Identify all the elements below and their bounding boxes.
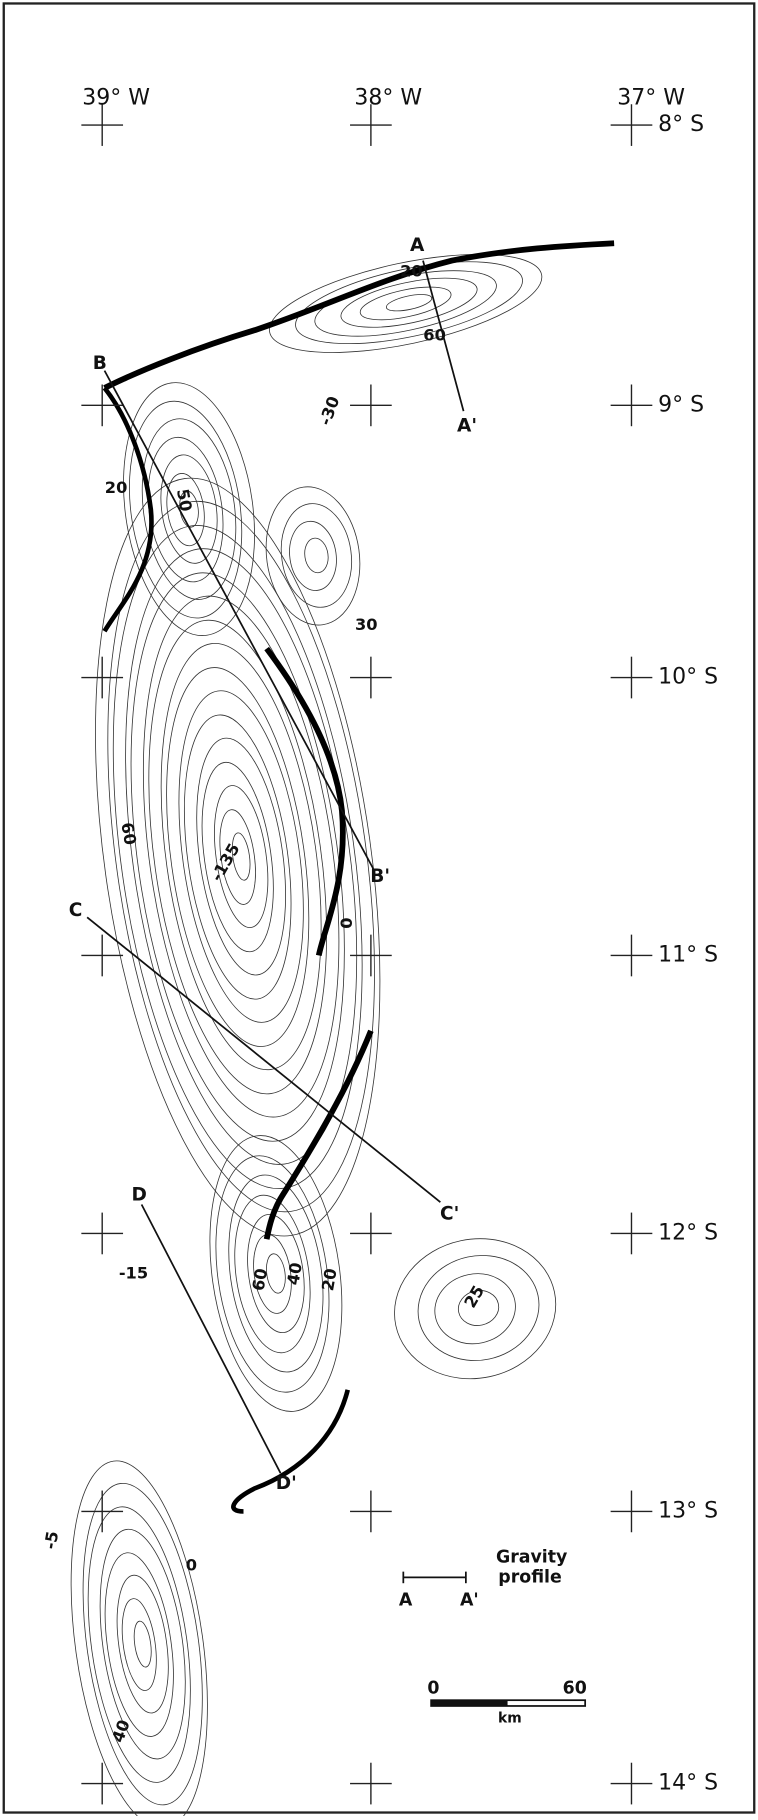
profile-label: C <box>69 900 83 921</box>
contour-line <box>65 1476 221 1813</box>
contour-line <box>73 1500 206 1789</box>
contour-label: 20 <box>400 262 423 281</box>
scale-unit: km <box>498 1711 522 1727</box>
contour-line <box>117 1596 161 1692</box>
contour-line <box>95 1548 184 1740</box>
latitude-label: 11° S <box>658 942 718 967</box>
latitude-label: 14° S <box>658 1771 718 1796</box>
contour-line <box>50 1452 228 1816</box>
contour-label: 20 <box>105 478 128 497</box>
profile-label: A' <box>457 416 477 437</box>
contour-label: 25 <box>460 1282 488 1311</box>
contour-line <box>261 235 550 372</box>
scarp-central <box>267 649 343 956</box>
contour-label: 30 <box>355 615 378 634</box>
legend-end: A' <box>460 1591 479 1611</box>
contour-label: -135 <box>207 840 244 885</box>
contour-line <box>132 1620 154 1668</box>
profile-label: B <box>93 353 107 374</box>
profile-lines <box>87 261 463 1474</box>
scale-fill <box>431 1700 507 1706</box>
longitude-label: 37° W <box>617 85 685 110</box>
contour-label: 0 <box>337 917 356 928</box>
longitude-label: 39° W <box>82 85 150 110</box>
contour-line <box>285 518 341 593</box>
scale-end: 60 <box>563 1679 587 1699</box>
contour-label: -30 <box>315 394 343 428</box>
scarp-north <box>105 243 615 388</box>
legend-start: A <box>399 1591 413 1611</box>
contour-label: 0 <box>186 1555 197 1574</box>
contour-label: 50 <box>173 487 196 513</box>
contour-label: 40 <box>108 1717 134 1745</box>
contour-line <box>68 484 415 1228</box>
longitude-label: 38° W <box>354 85 422 110</box>
profile-label: C' <box>440 1203 459 1224</box>
contour-line <box>385 291 433 314</box>
contour-label: 20 <box>318 1267 341 1293</box>
scarp-west <box>105 388 152 631</box>
profile-label: D' <box>276 1473 297 1494</box>
contour-label: 40 <box>283 1261 306 1287</box>
profile-label: B' <box>370 866 390 887</box>
contour-label: 60 <box>249 1267 272 1293</box>
contour-line <box>160 683 322 1030</box>
contour-line <box>109 1572 176 1716</box>
contours <box>50 235 568 1816</box>
latitude-label: 9° S <box>658 392 704 417</box>
profile-b <box>105 371 374 869</box>
profile-d <box>142 1204 281 1473</box>
contour-line <box>303 537 331 575</box>
contour-line <box>183 732 299 980</box>
profile-label: D <box>132 1185 147 1206</box>
contour-line <box>87 1524 198 1764</box>
latitude-label: 12° S <box>658 1220 718 1245</box>
scale-bar: 0 60 km <box>427 1679 586 1727</box>
legend: A A' Gravity profile <box>399 1548 567 1611</box>
legend-text: profile <box>498 1567 562 1587</box>
contour-label: -5 <box>40 1530 62 1551</box>
latitude-label: 10° S <box>658 665 718 690</box>
scarp-south <box>267 1031 371 1239</box>
contour-line <box>275 499 358 612</box>
scale-start: 0 <box>427 1679 439 1699</box>
profile-label: A <box>410 235 425 256</box>
contour-line <box>217 1169 335 1378</box>
contour-label: 60 <box>117 821 140 847</box>
latitude-label: 13° S <box>658 1498 718 1523</box>
contour-label: -15 <box>119 1263 148 1282</box>
latitude-label: 8° S <box>658 112 704 137</box>
contour-label: 60 <box>423 325 446 344</box>
map: A A' Gravity profile 0 60 km 39° W 38° W 3… <box>0 0 758 1816</box>
legend-text: Gravity <box>496 1548 567 1568</box>
profile-c <box>87 917 440 1202</box>
